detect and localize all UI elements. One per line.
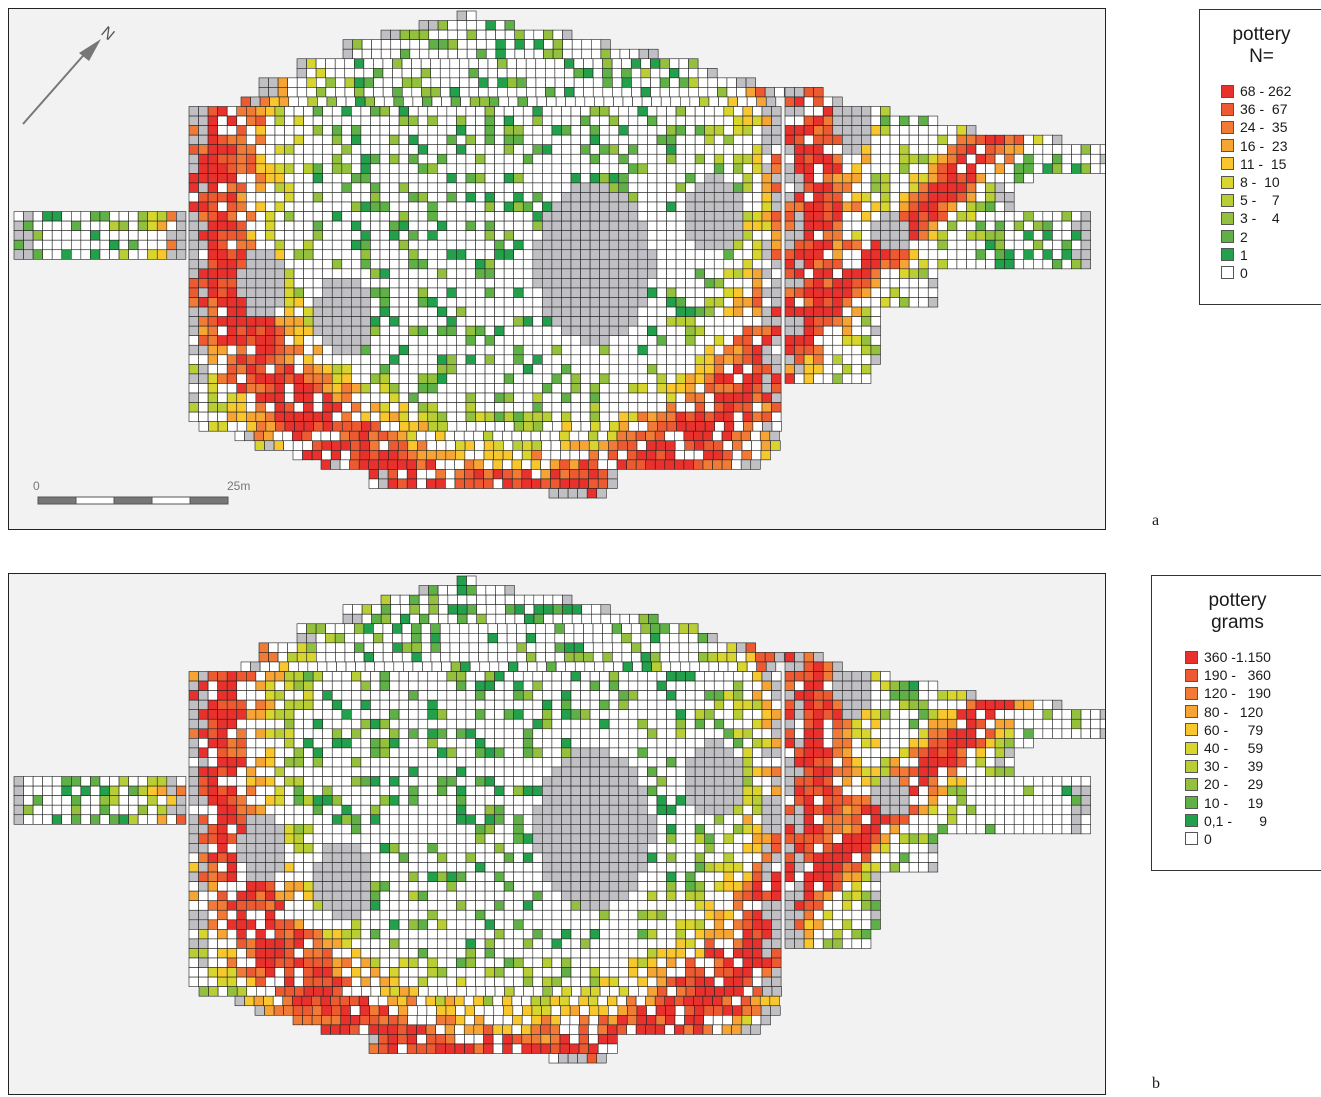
scale-bar: 0 25m <box>33 479 250 505</box>
legend-swatch <box>1185 796 1198 810</box>
legend-swatch <box>1221 193 1234 207</box>
legend-label: 190 - 360 <box>1204 667 1271 684</box>
legend-label: 0 <box>1240 264 1248 281</box>
legend-row: 16 - 23 <box>1200 137 1321 155</box>
north-arrow-icon: N <box>22 24 118 125</box>
legend-row: 0 <box>1200 264 1321 282</box>
legend-row: 60 - 79 <box>1152 721 1321 739</box>
legend-classes: 360 -1.150 190 - 360 120 - 190 80 - 120 60 -… <box>1152 648 1321 848</box>
legend-row: 36 - 67 <box>1200 100 1321 118</box>
legend-label: 36 - 67 <box>1240 101 1288 118</box>
legend-label: 30 - 39 <box>1204 758 1264 775</box>
legend-row: 30 - 39 <box>1152 757 1321 775</box>
distribution-map-b <box>13 575 1105 1064</box>
legend-swatch <box>1221 120 1234 134</box>
legend-swatch <box>1221 84 1234 98</box>
legend-label: 360 -1.150 <box>1204 649 1271 666</box>
legend-row: 1 <box>1200 246 1321 264</box>
legend-swatch <box>1185 777 1198 791</box>
legend-swatch <box>1185 650 1198 664</box>
legend-row: 5 - 7 <box>1200 191 1321 209</box>
legend-row: 2 <box>1200 228 1321 246</box>
legend-swatch <box>1185 741 1198 755</box>
legend-title: pottery grams <box>1152 590 1321 634</box>
legend-row: 80 - 120 <box>1152 703 1321 721</box>
legend-row: 0,1 - 9 <box>1152 812 1321 830</box>
legend-swatch <box>1185 723 1198 737</box>
legend-label: 80 - 120 <box>1204 703 1264 720</box>
legend-swatch <box>1221 157 1234 171</box>
panel-label-a: a <box>1152 512 1160 529</box>
legend-label: 10 - 19 <box>1204 794 1264 811</box>
legend-label: 120 - 190 <box>1204 685 1271 702</box>
north-label: N <box>98 24 118 44</box>
legend-swatch <box>1185 686 1198 700</box>
legend-swatch <box>1185 668 1198 682</box>
legend-label: 11 - 15 <box>1240 155 1287 172</box>
distribution-map-a: N 0 25m <box>13 10 1105 505</box>
legend-label: 40 - 59 <box>1204 740 1264 757</box>
legend-swatch <box>1221 102 1234 116</box>
grid-cells <box>13 575 1105 1064</box>
legend-label: 16 - 23 <box>1240 137 1288 154</box>
legend-swatch <box>1185 814 1198 828</box>
legend-label: 20 - 29 <box>1204 776 1264 793</box>
legend-row: 0 <box>1152 830 1321 848</box>
legend-row: 120 - 190 <box>1152 684 1321 702</box>
legend-row: 3 - 4 <box>1200 209 1321 227</box>
legend-row: 10 - 19 <box>1152 794 1321 812</box>
legend-row: 190 - 360 <box>1152 666 1321 684</box>
scale-start-label: 0 <box>33 479 40 493</box>
legend-row: 360 -1.150 <box>1152 648 1321 666</box>
grid-cells <box>13 10 1105 499</box>
legend-label: 2 <box>1240 228 1248 245</box>
map-panel-a: N 0 25m <box>8 8 1106 530</box>
legend-row: 68 - 262 <box>1200 82 1321 100</box>
legend-title-line1: pottery <box>1208 590 1267 611</box>
legend-title-line2: grams <box>1211 612 1264 633</box>
legend-swatch <box>1185 759 1198 773</box>
legend-title-line2: N= <box>1249 46 1274 67</box>
legend-row: 8 - 10 <box>1200 173 1321 191</box>
map-panel-b <box>8 573 1106 1095</box>
legend-title-line1: pottery <box>1232 24 1291 45</box>
legend-label: 3 - 4 <box>1240 210 1280 227</box>
legend-label: 68 - 262 <box>1240 83 1292 100</box>
legend-swatch <box>1221 211 1234 225</box>
panel-label-b: b <box>1152 1075 1160 1092</box>
legend-swatch <box>1185 705 1198 719</box>
legend-row: 24 - 35 <box>1200 118 1321 136</box>
legend-label: 5 - 7 <box>1240 192 1280 209</box>
legend-swatch <box>1221 248 1234 262</box>
legend-swatch <box>1221 139 1234 153</box>
legend-label: 1 <box>1240 246 1248 263</box>
legend-swatch <box>1221 266 1234 280</box>
legend-pottery-count: pottery N= 68 - 262 36 - 67 24 - 35 16 - 23… <box>1199 9 1321 305</box>
legend-swatch <box>1221 230 1234 244</box>
legend-swatch <box>1221 175 1234 189</box>
legend-label: 0 <box>1204 830 1212 847</box>
legend-row: 40 - 59 <box>1152 739 1321 757</box>
legend-title: pottery N= <box>1200 24 1321 68</box>
legend-label: 8 - 10 <box>1240 174 1280 191</box>
legend-label: 24 - 35 <box>1240 119 1288 136</box>
legend-row: 20 - 29 <box>1152 775 1321 793</box>
legend-row: 11 - 15 <box>1200 155 1321 173</box>
legend-label: 0,1 - 9 <box>1204 812 1268 829</box>
legend-swatch <box>1185 832 1198 846</box>
legend-label: 60 - 79 <box>1204 721 1264 738</box>
legend-pottery-grams: pottery grams 360 -1.150 190 - 360 120 - 1… <box>1151 575 1321 871</box>
scale-end-label: 25m <box>227 479 250 493</box>
legend-classes: 68 - 262 36 - 67 24 - 35 16 - 23 11 - 15 8 - … <box>1200 82 1321 282</box>
